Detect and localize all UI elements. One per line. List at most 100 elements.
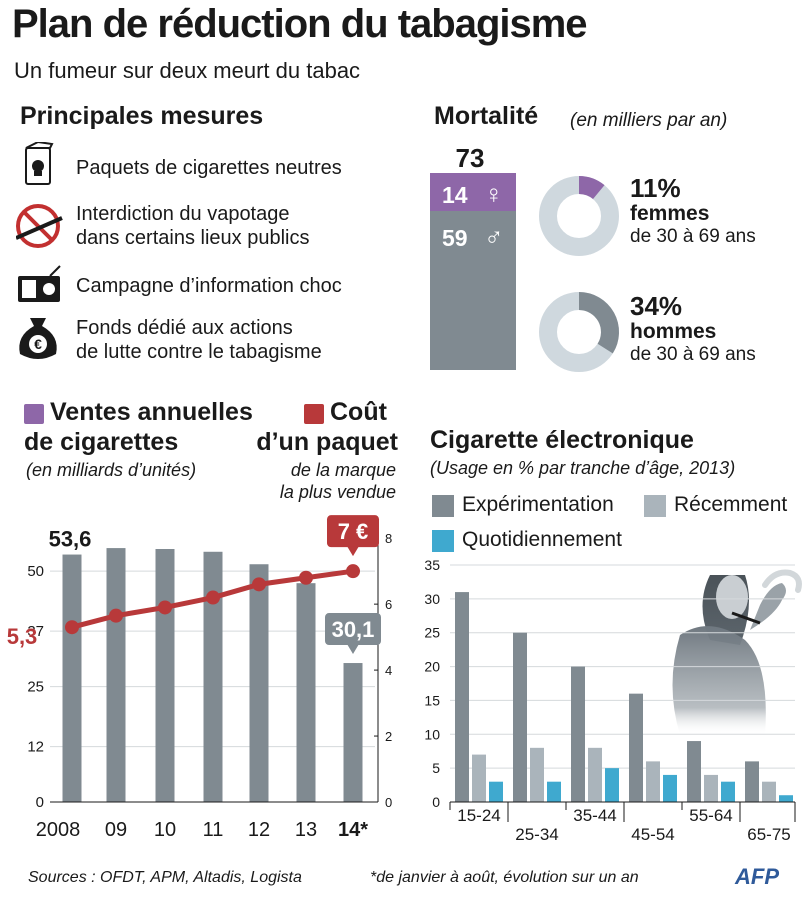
sales-bar bbox=[106, 548, 126, 802]
ecig-bar bbox=[687, 741, 701, 802]
sales-legend-swatch bbox=[24, 404, 44, 424]
sales-bar bbox=[249, 564, 269, 802]
x-tick-label: 15-24 bbox=[457, 806, 500, 825]
x-tick-label: 11 bbox=[203, 819, 224, 841]
legend-swatch-quotidiennement bbox=[432, 530, 454, 552]
measure-item-2-line-2: dans certains lieux publics bbox=[76, 227, 310, 249]
mortality-total: 73 bbox=[456, 143, 485, 173]
measure-item-1: Paquets de cigarettes neutres bbox=[76, 156, 342, 180]
ecig-bar bbox=[530, 747, 544, 802]
money-bag-icon: € bbox=[19, 318, 57, 359]
legend-recemment: Récemment bbox=[674, 493, 788, 516]
price-point bbox=[346, 564, 360, 579]
women-pct: 11% bbox=[630, 173, 681, 203]
x-tick-label: 25-34 bbox=[515, 825, 558, 844]
y-tick: 5 bbox=[432, 760, 440, 776]
ecig-bar bbox=[588, 747, 602, 802]
measure-item-1-line: Paquets de cigarettes neutres bbox=[76, 157, 342, 179]
vaping-woman-illustration bbox=[672, 569, 802, 735]
women-count: 14 bbox=[442, 182, 468, 208]
y-tick-left: 25 bbox=[27, 679, 44, 696]
y-tick: 20 bbox=[424, 659, 440, 675]
x-tick-label: 14* bbox=[338, 819, 368, 841]
women-label: femmes bbox=[630, 202, 710, 225]
male-symbol-icon: ♂ bbox=[484, 222, 504, 252]
y-tick-left: 0 bbox=[36, 794, 44, 811]
last-price-callout bbox=[327, 515, 379, 548]
measure-item-4-line-2: de lutte contre le tabagisme bbox=[76, 341, 322, 363]
y-tick-right: 6 bbox=[385, 597, 392, 612]
x-tick-label: 65-75 bbox=[747, 825, 790, 844]
y-tick-right: 0 bbox=[385, 795, 392, 810]
measure-item-2-line-1: Interdiction du vapotage bbox=[76, 203, 290, 225]
sales-bar bbox=[343, 663, 363, 802]
ecig-bar bbox=[704, 774, 718, 802]
page-title: Plan de réduction du tabagisme bbox=[12, 2, 588, 46]
sales-legend-unit: (en milliards d’unités) bbox=[26, 460, 197, 480]
mortality-graphic: 73 14 ♀ 59 ♂ bbox=[430, 143, 619, 372]
men-label: hommes bbox=[630, 320, 717, 343]
sales-bar bbox=[203, 551, 223, 802]
ecig-bar bbox=[721, 781, 735, 802]
ecig-heading: Cigarette électronique bbox=[430, 426, 694, 454]
x-tick-label: 13 bbox=[295, 819, 317, 841]
y-tick: 15 bbox=[424, 692, 440, 708]
price-point bbox=[299, 570, 313, 585]
ecig-bar bbox=[762, 781, 776, 802]
ecig-bar bbox=[513, 632, 527, 802]
y-tick-right: 4 bbox=[385, 663, 392, 678]
x-tick-label: 45-54 bbox=[631, 825, 674, 844]
men-age: de 30 à 69 ans bbox=[630, 344, 756, 365]
x-tick-label: 09 bbox=[105, 819, 127, 841]
y-tick: 10 bbox=[424, 726, 440, 742]
y-tick-left: 12 bbox=[27, 739, 44, 756]
female-symbol-icon: ♀ bbox=[484, 179, 504, 209]
donut-women bbox=[539, 176, 619, 256]
ecig-bar bbox=[489, 781, 503, 802]
women-stat: 11% femmes de 30 à 69 ans bbox=[630, 173, 756, 248]
no-vaping-icon bbox=[16, 204, 63, 248]
donut-segment bbox=[579, 176, 605, 200]
first-price-label: 5,3 bbox=[7, 624, 38, 649]
y-tick-right: 8 bbox=[385, 531, 392, 546]
radio-icon bbox=[18, 265, 61, 302]
ecig-bar bbox=[547, 781, 561, 802]
x-tick-label: 35-44 bbox=[573, 806, 616, 825]
measures-heading: Principales mesures bbox=[20, 102, 264, 130]
price-point bbox=[65, 620, 79, 635]
men-count: 59 bbox=[442, 225, 468, 251]
measure-item-3-line: Campagne d’information choc bbox=[76, 275, 342, 297]
ecig-bar bbox=[571, 666, 585, 802]
men-bar-segment bbox=[430, 211, 516, 370]
men-stat: 34% hommes de 30 à 69 ans bbox=[630, 291, 756, 366]
ecig-bar bbox=[472, 754, 486, 802]
measure-item-4-line-1: Fonds dédié aux actions bbox=[76, 317, 293, 339]
price-legend-line-1: Coût bbox=[330, 398, 387, 426]
ecig-subheading: (Usage en % par tranche d’âge, 2013) bbox=[430, 458, 736, 478]
measure-item-4: Fonds dédié aux actions de lutte contre … bbox=[76, 316, 322, 364]
afp-logo: AFP bbox=[735, 864, 779, 889]
price-point bbox=[109, 608, 123, 623]
price-point bbox=[206, 590, 220, 605]
y-tick-left: 50 bbox=[27, 563, 44, 580]
donut-segment bbox=[579, 292, 619, 354]
sales-bar bbox=[155, 549, 175, 802]
last-bar-pointer bbox=[347, 644, 359, 655]
price-legend-line-4: la plus vendue bbox=[279, 482, 396, 502]
ecig-bar bbox=[779, 795, 793, 802]
svg-text:€: € bbox=[34, 336, 42, 352]
sales-bar bbox=[296, 583, 316, 802]
cigarette-pack-icon bbox=[25, 142, 54, 185]
footnote: *de janvier à août, évolution sur un an bbox=[370, 869, 639, 886]
donut-ring bbox=[539, 176, 619, 256]
mortality-unit: (en milliers par an) bbox=[570, 110, 728, 131]
page-subtitle: Un fumeur sur deux meurt du tabac bbox=[14, 58, 361, 83]
ecig-bar bbox=[646, 761, 660, 802]
legend-swatch-experimentation bbox=[432, 495, 454, 517]
sources-note: Sources : OFDT, APM, Altadis, Logista bbox=[28, 869, 302, 886]
ecig-chart: 0 5 10 15 20 25 30 35 15-24 25-34 35-44 45-54 55-64 6… bbox=[424, 557, 802, 844]
legend-swatch-recemment bbox=[644, 495, 666, 517]
legend-experimentation: Expérimentation bbox=[462, 493, 614, 516]
measure-item-3: Campagne d’information choc bbox=[76, 274, 342, 298]
price-legend-line-3: de la marque bbox=[290, 460, 396, 480]
